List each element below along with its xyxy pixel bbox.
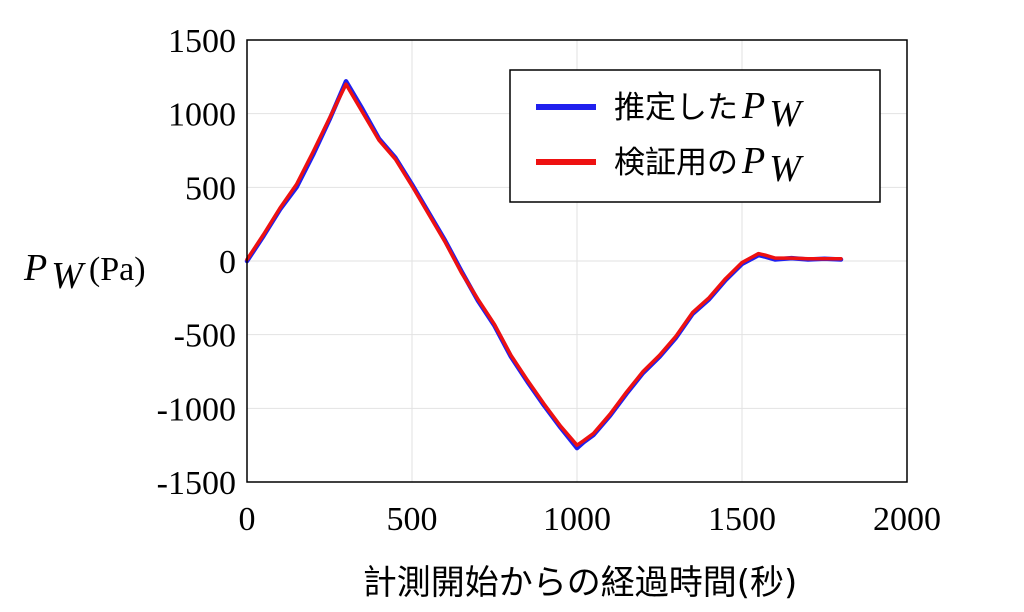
x-tick-label: 1000 [543,501,611,538]
x-tick-labels: 0 500 1000 1500 2000 [239,501,942,538]
x-tick-label: 1500 [708,501,776,538]
y-axis-label-symbol: P [23,247,47,289]
y-tick-label: -1500 [157,465,236,502]
y-axis-label-subscript: W [51,255,86,297]
y-tick-labels: -1500 -1000 -500 0 500 1000 1500 [157,23,236,502]
y-tick-label: 0 [219,244,236,281]
series-layer [244,79,844,451]
legend-box [509,69,881,203]
y-tick-label: -500 [174,318,236,355]
y-tick-label: 1000 [168,97,236,134]
svg-text:P W (Pa): P W (Pa) [23,247,146,297]
y-tick-label: -1000 [157,391,236,428]
plot-frame [246,39,908,483]
y-axis-label: P W (Pa) [23,247,146,297]
x-axis-label: 計測開始からの経過時間(秒) [363,563,798,603]
x-tick-label: 2000 [873,501,941,538]
legend-label-estimated: 推定した P W [614,85,804,135]
x-tick-label: 500 [387,501,438,538]
y-tick-label: 500 [185,170,236,207]
legend-label-validation: 検証用の P W [614,140,804,190]
y-tick-label: 1500 [168,23,236,60]
y-axis-label-unit: (Pa) [89,251,146,288]
legend: 推定した P W 検証用の P W [509,69,881,203]
x-tick-label: 0 [239,501,256,538]
series-line-1 [245,82,843,447]
